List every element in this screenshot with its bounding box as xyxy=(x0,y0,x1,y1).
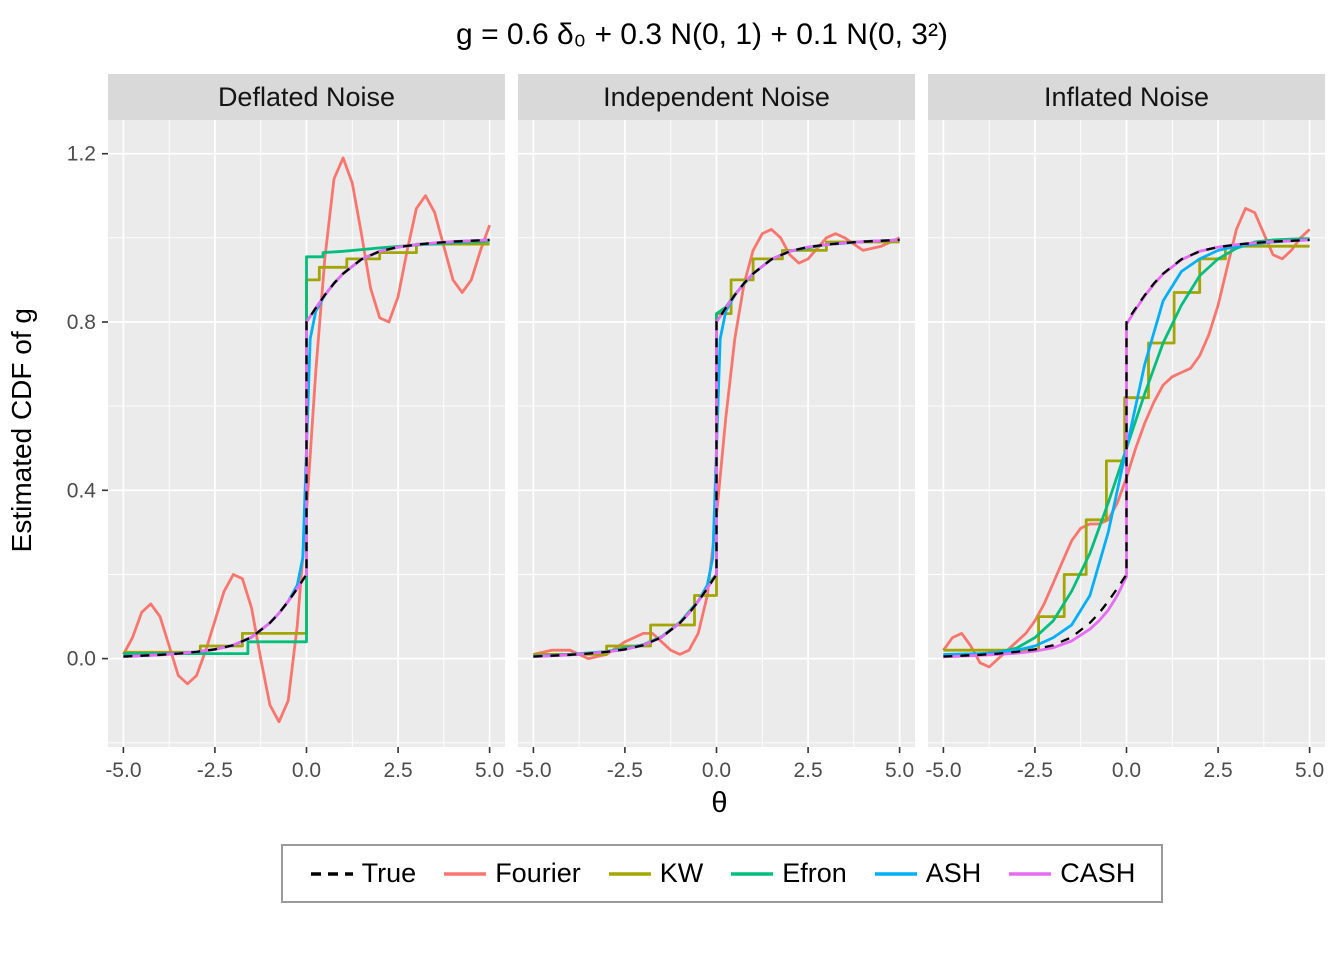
x-axis-title: θ xyxy=(711,787,728,819)
x-tick-label: 5.0 xyxy=(885,759,914,782)
legend-label-fourier: Fourier xyxy=(495,858,581,888)
y-tick-label: 1.2 xyxy=(67,143,96,166)
y-axis-title-text: Estimated CDF of g xyxy=(6,308,37,553)
panel-deflated-noise: -5.0 -2.5 0.0 2.5 5.0 xyxy=(105,120,505,782)
x-tick-label: -2.5 xyxy=(197,759,233,782)
legend-item-kw: KW xyxy=(607,858,704,889)
panel-inflated-noise: -5.0 -2.5 0.0 2.5 5.0 xyxy=(925,120,1325,782)
facet-strip-independent-noise: Independent Noise xyxy=(518,74,915,120)
series-true xyxy=(943,238,1310,658)
facet-strip-inflated-noise: Inflated Noise xyxy=(928,74,1325,120)
legend-item-true: True xyxy=(309,858,417,889)
x-tick-label: 5.0 xyxy=(475,759,504,782)
x-tick-label: -5.0 xyxy=(105,759,141,782)
legend-wrap: True Fourier KW Efron ASH CASH xyxy=(0,844,1344,903)
legend-key-ash-line-icon xyxy=(873,861,919,887)
x-tick-label: 0.0 xyxy=(1112,759,1141,782)
legend-key-efron-line-icon xyxy=(729,861,775,887)
x-tick-label: 0.0 xyxy=(292,759,321,782)
panel-independent-noise: -5.0 -2.5 0.0 2.5 5.0 xyxy=(515,120,915,782)
series-kw xyxy=(943,244,1310,652)
x-tick-label: -2.5 xyxy=(607,759,643,782)
legend-item-fourier: Fourier xyxy=(442,858,581,889)
plot-area: Estimated CDF of g 0.0 0.4 0.8 1.2 Deflated… xyxy=(0,74,1344,787)
series-true xyxy=(533,238,900,658)
x-tick-label: 2.5 xyxy=(793,759,822,782)
legend-label-cash: CASH xyxy=(1060,858,1136,888)
plot-title: g = 0.6 δ₀ + 0.3 N(0, 1) + 0.1 N(0, 3²) xyxy=(456,18,948,51)
legend-item-efron: Efron xyxy=(729,858,847,889)
legend: True Fourier KW Efron ASH CASH xyxy=(280,844,1164,903)
x-tick-label: -2.5 xyxy=(1017,759,1053,782)
y-tick-label: 0.0 xyxy=(67,648,96,671)
series-kw xyxy=(123,242,490,654)
series-cash xyxy=(943,238,1310,659)
legend-key-fourier-line-icon xyxy=(442,861,488,887)
legend-label-ash: ASH xyxy=(925,858,982,888)
facet-inflated-noise: Inflated Noise -5.0 -2.5 0.0 2.5 5.0 xyxy=(925,74,1325,785)
legend-label-true: True xyxy=(361,858,417,888)
legend-key-kw-line-icon xyxy=(607,861,653,887)
legend-item-ash: ASH xyxy=(873,858,982,889)
facet-deflated-noise: Deflated Noise -5.0 -2.5 0.0 2.5 5.0 xyxy=(105,74,505,785)
y-tick-label: 0.8 xyxy=(67,311,96,334)
legend-label-efron: Efron xyxy=(782,858,847,888)
x-tick-label: 2.5 xyxy=(1203,759,1232,782)
x-tick-label: -5.0 xyxy=(515,759,551,782)
y-axis-title: Estimated CDF of g xyxy=(0,74,44,787)
y-axis: 0.0 0.4 0.8 1.2 xyxy=(67,143,108,671)
x-tick-label: -5.0 xyxy=(925,759,961,782)
series-true xyxy=(123,238,490,658)
x-tick-label: 0.0 xyxy=(702,759,731,782)
legend-key-cash-line-icon xyxy=(1007,861,1053,887)
facet-strip-deflated-noise: Deflated Noise xyxy=(108,74,505,120)
series-fourier xyxy=(533,228,901,660)
legend-key-true-line-icon xyxy=(309,861,355,887)
legend-label-kw: KW xyxy=(659,858,704,888)
y-tick-label: 0.4 xyxy=(67,479,97,502)
x-tick-label: 2.5 xyxy=(383,759,412,782)
facet-independent-noise: Independent Noise -5.0 -2.5 0.0 2.5 5.0 xyxy=(515,74,915,785)
legend-item-cash: CASH xyxy=(1007,858,1135,889)
y-axis-gutter: Estimated CDF of g 0.0 0.4 0.8 1.2 xyxy=(0,74,108,787)
x-tick-label: 5.0 xyxy=(1295,759,1324,782)
